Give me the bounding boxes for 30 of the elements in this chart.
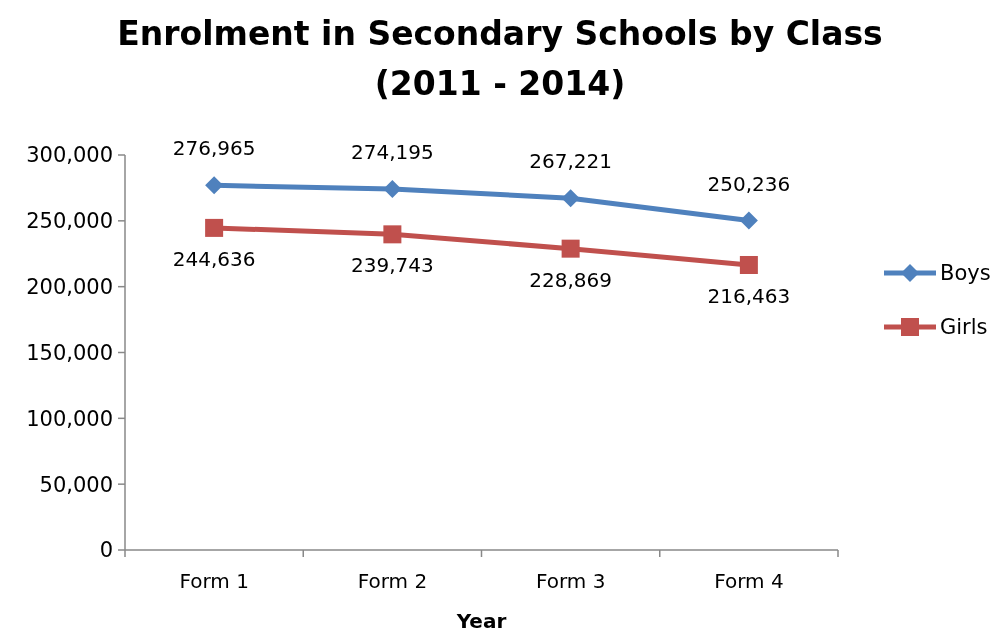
data-label: 228,869 [529,267,612,292]
legend-label: Boys [940,261,991,286]
y-tick-label: 100,000 [26,406,113,431]
point [561,239,580,258]
data-label: 276,965 [172,136,256,161]
x-tick-label: Form 4 [714,569,784,593]
point [383,179,402,198]
data-label: 216,463 [707,283,791,308]
point [561,189,580,208]
point [383,225,402,244]
chart-title: Enrolment in Secondary Schools by Class (2011 - 2014) [117,14,883,103]
point [739,255,758,274]
y-tick-label: 0 [99,538,113,563]
y-tick-label: 200,000 [26,275,113,300]
y-tick-label: 50,000 [39,472,113,497]
point [205,218,224,237]
data-label: 274,195 [351,139,434,164]
point [739,211,758,230]
data-label: 250,236 [707,171,791,196]
x-tick-label: Form 1 [179,569,249,593]
y-tick-label: 300,000 [26,143,113,168]
y-tick-label: 150,000 [26,340,113,365]
data-label: 244,636 [172,246,256,271]
y-tick-label: 250,000 [26,209,113,234]
x-axis-title: Year [455,609,507,633]
x-tick-label: Form 2 [357,569,428,593]
data-label: 239,743 [351,253,434,278]
x-tick-label: Form 3 [535,569,606,593]
data-label: 267,221 [529,149,612,174]
legend-label: Girls [940,315,988,340]
